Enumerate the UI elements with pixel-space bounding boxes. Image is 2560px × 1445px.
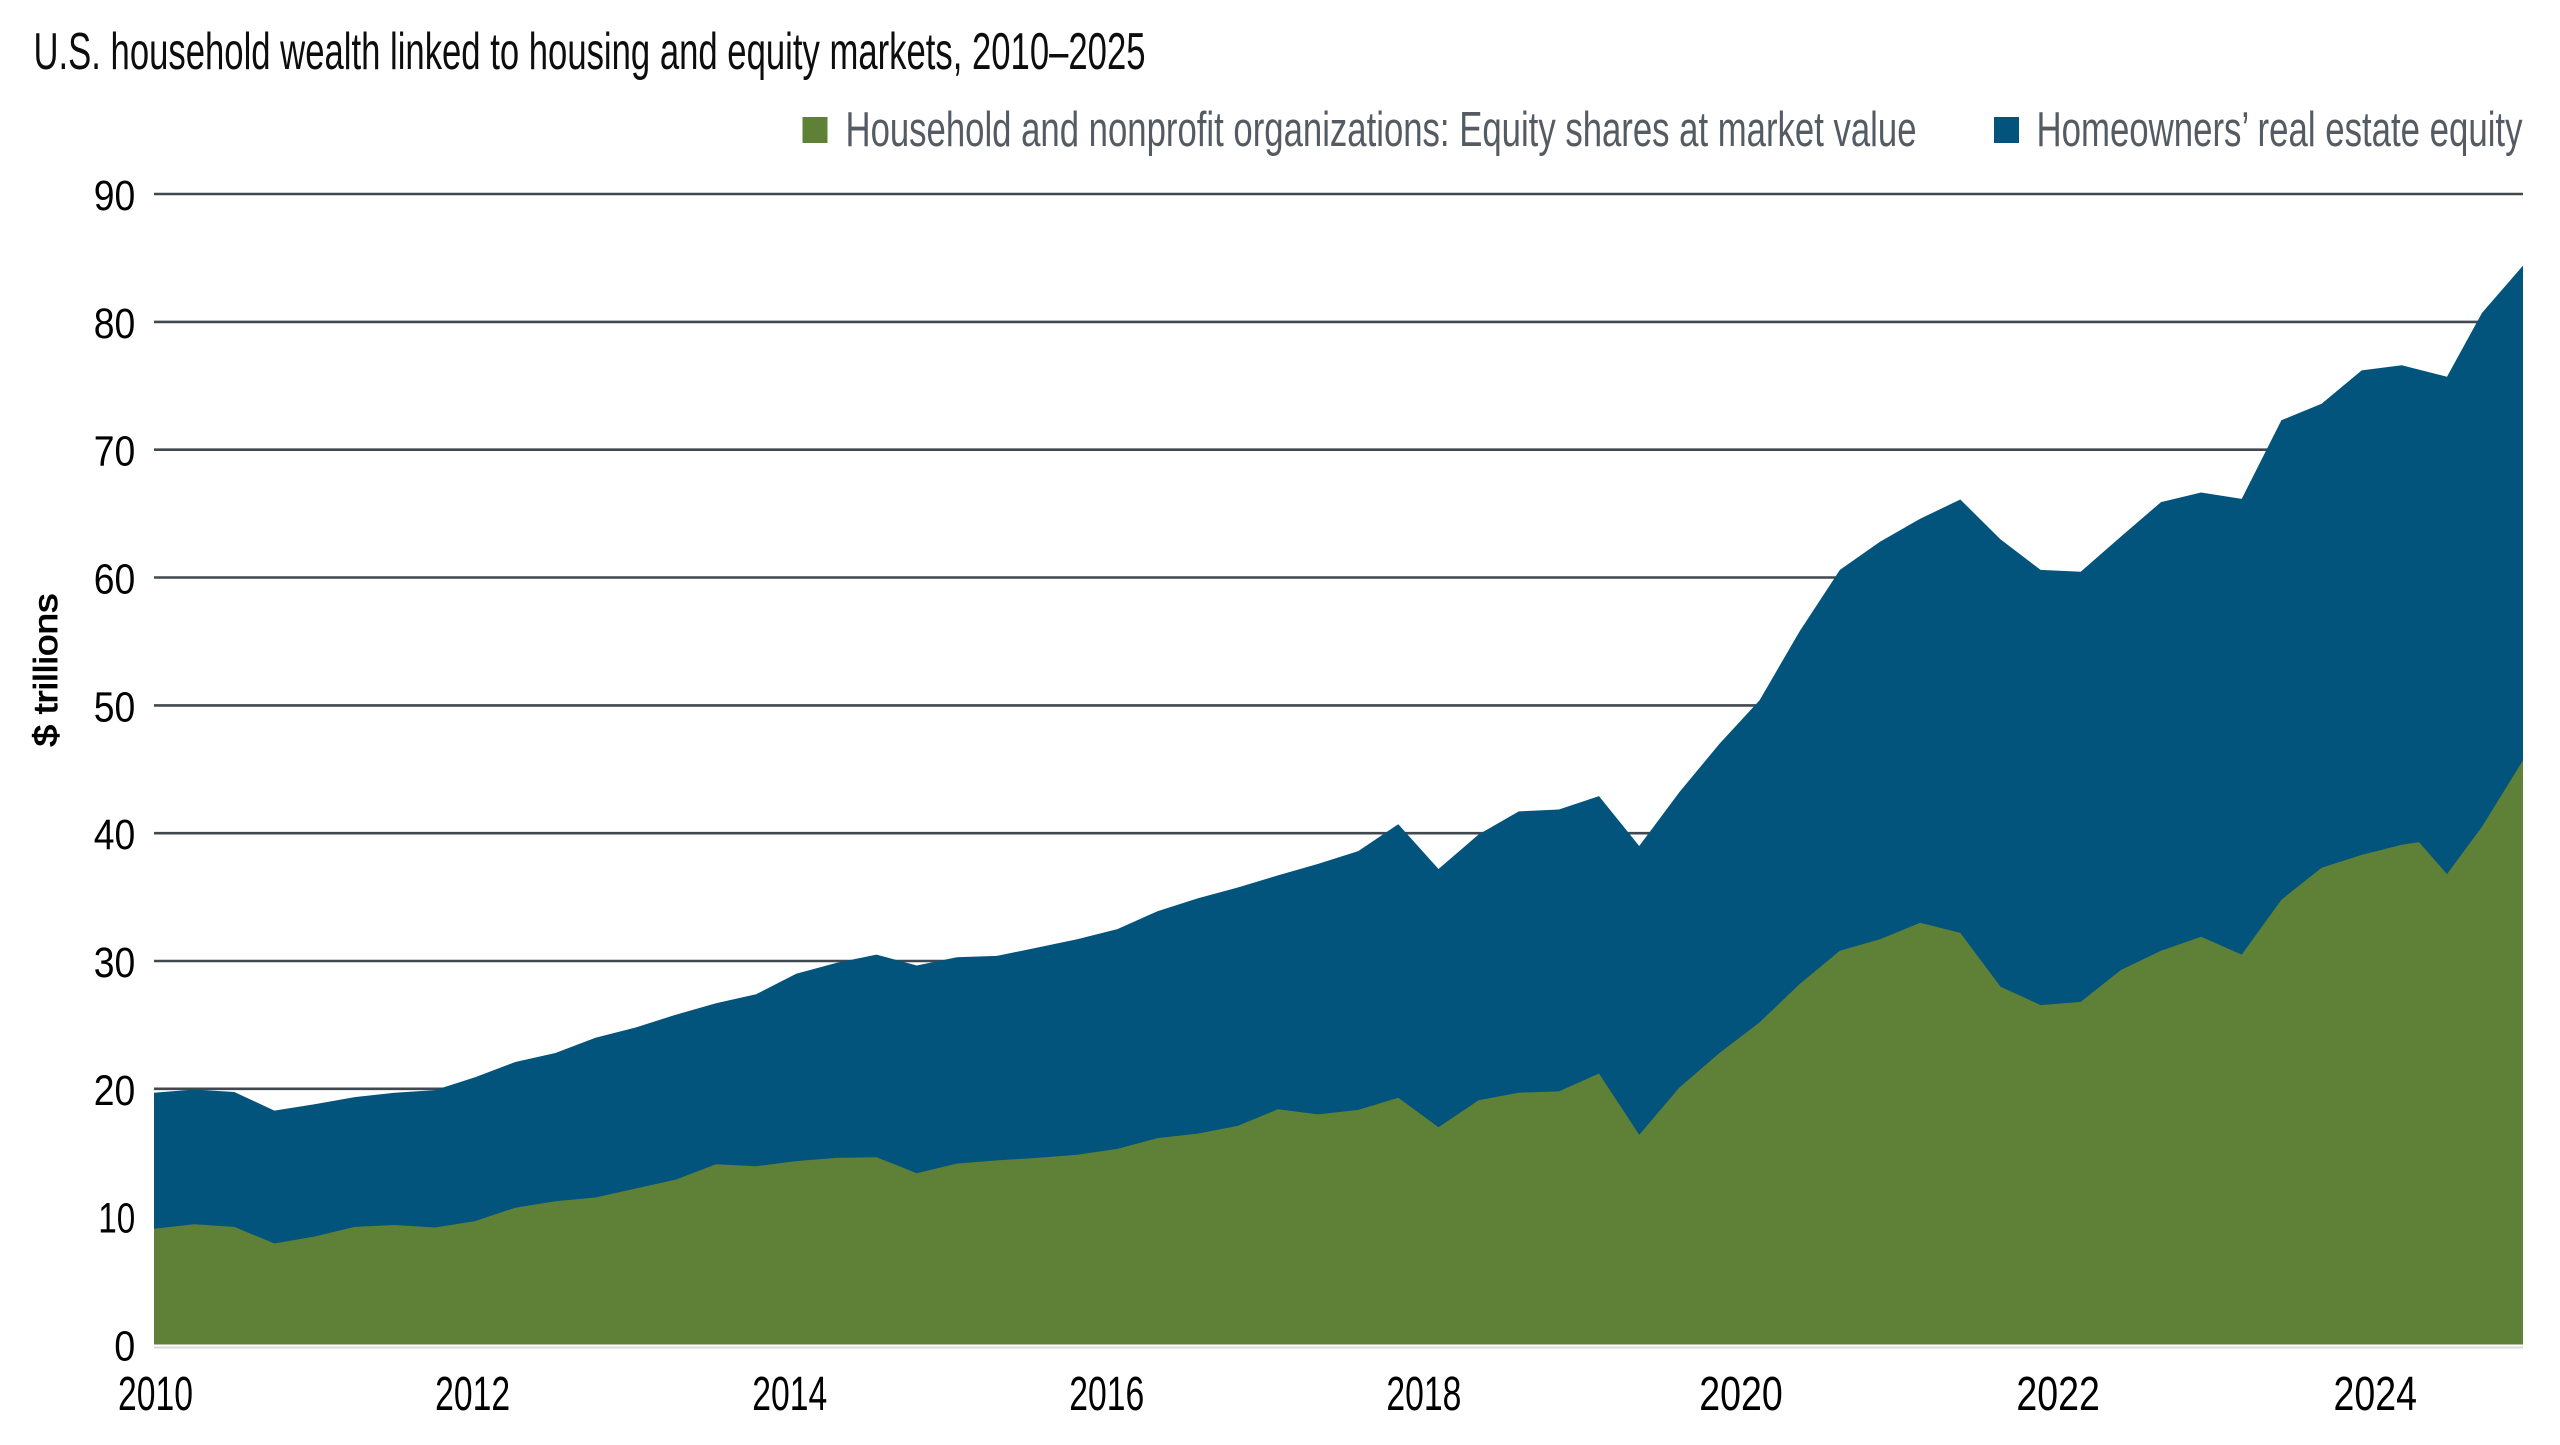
svg-text:70: 70 <box>94 429 136 476</box>
svg-text:60: 60 <box>94 557 136 604</box>
svg-text:50: 50 <box>94 684 136 731</box>
svg-text:40: 40 <box>94 812 136 859</box>
svg-text:2022: 2022 <box>2016 1368 2100 1421</box>
svg-text:30: 30 <box>94 940 136 987</box>
svg-text:$ trillions: $ trillions <box>27 594 64 747</box>
svg-text:80: 80 <box>94 301 136 348</box>
svg-text:2012: 2012 <box>435 1368 510 1421</box>
svg-text:2010: 2010 <box>118 1368 193 1421</box>
svg-text:0: 0 <box>114 1324 135 1371</box>
svg-text:10: 10 <box>98 1196 135 1243</box>
svg-text:2016: 2016 <box>1069 1368 1144 1421</box>
svg-text:20: 20 <box>94 1068 136 1115</box>
svg-text:Homeowners’ real estate equity: Homeowners’ real estate equity <box>2037 103 2523 157</box>
svg-text:U.S. household wealth linked t: U.S. household wealth linked to housing … <box>34 23 1146 81</box>
svg-text:2024: 2024 <box>2333 1368 2417 1421</box>
svg-text:2014: 2014 <box>752 1368 827 1421</box>
svg-text:90: 90 <box>94 173 136 220</box>
svg-text:2020: 2020 <box>1699 1368 1783 1421</box>
svg-text:Household and nonprofit organi: Household and nonprofit organizations: E… <box>846 103 1917 157</box>
svg-text:2018: 2018 <box>1386 1368 1461 1421</box>
